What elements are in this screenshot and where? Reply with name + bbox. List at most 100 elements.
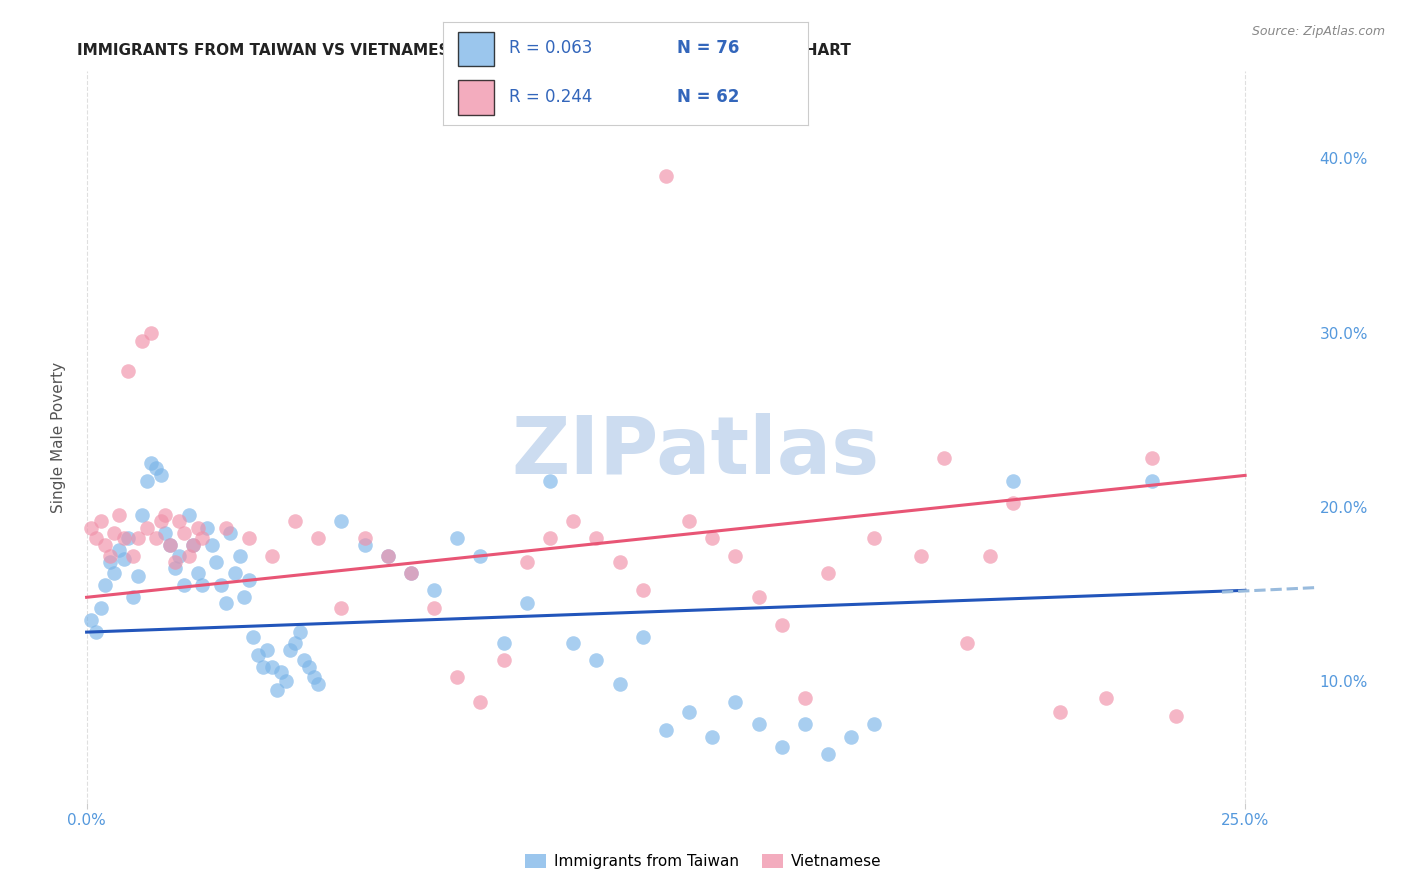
Text: ZIPatlas: ZIPatlas: [512, 413, 880, 491]
Point: [609, 556, 631, 570]
Point: [228, 549, 250, 563]
Point: [470, 695, 492, 709]
Point: [280, 642, 302, 657]
Point: [181, 538, 204, 552]
Point: [89, 514, 111, 528]
Y-axis label: Single Male Poverty: Single Male Poverty: [51, 361, 66, 513]
Point: [423, 600, 446, 615]
Point: [252, 660, 274, 674]
Point: [187, 566, 209, 580]
Point: [247, 648, 270, 662]
Point: [678, 514, 700, 528]
Point: [80, 613, 103, 627]
Point: [98, 556, 121, 570]
Point: [817, 747, 839, 761]
Point: [94, 578, 117, 592]
Point: [470, 549, 492, 563]
Point: [302, 670, 325, 684]
Point: [117, 364, 139, 378]
Point: [793, 691, 815, 706]
FancyBboxPatch shape: [457, 79, 494, 114]
Point: [155, 525, 177, 540]
Point: [793, 717, 815, 731]
Point: [131, 334, 153, 349]
Point: [201, 538, 224, 552]
Text: R = 0.063: R = 0.063: [509, 39, 592, 57]
Point: [702, 730, 724, 744]
Point: [817, 566, 839, 580]
Point: [353, 531, 375, 545]
Point: [224, 566, 246, 580]
Point: [131, 508, 153, 523]
Point: [747, 591, 769, 605]
Text: Source: ZipAtlas.com: Source: ZipAtlas.com: [1251, 25, 1385, 38]
Point: [108, 508, 131, 523]
Point: [284, 635, 307, 649]
Point: [159, 538, 181, 552]
Point: [330, 514, 353, 528]
Point: [910, 549, 932, 563]
Point: [177, 508, 200, 523]
Point: [1049, 705, 1071, 719]
Point: [98, 549, 121, 563]
Point: [84, 531, 107, 545]
Point: [678, 705, 700, 719]
Point: [266, 682, 288, 697]
Point: [149, 468, 172, 483]
Point: [298, 660, 321, 674]
Point: [117, 531, 139, 545]
FancyBboxPatch shape: [457, 31, 494, 66]
Point: [233, 591, 256, 605]
Point: [214, 521, 236, 535]
Point: [1142, 474, 1164, 488]
Point: [1164, 708, 1187, 723]
Point: [538, 474, 561, 488]
Point: [770, 618, 793, 632]
Point: [839, 730, 862, 744]
Point: [209, 578, 232, 592]
Point: [191, 531, 214, 545]
Point: [1095, 691, 1118, 706]
Point: [191, 578, 214, 592]
Point: [173, 525, 195, 540]
Point: [108, 543, 131, 558]
Point: [163, 556, 186, 570]
Point: [516, 556, 538, 570]
Point: [159, 538, 181, 552]
Point: [1002, 496, 1025, 510]
Point: [292, 653, 315, 667]
Point: [538, 531, 561, 545]
Point: [260, 660, 283, 674]
Point: [270, 665, 292, 680]
Point: [655, 723, 678, 737]
Point: [307, 677, 329, 691]
Point: [1002, 474, 1025, 488]
Point: [260, 549, 283, 563]
Point: [84, 625, 107, 640]
Point: [423, 583, 446, 598]
Point: [122, 591, 145, 605]
Text: N = 62: N = 62: [676, 87, 740, 105]
Point: [163, 560, 186, 574]
Text: N = 76: N = 76: [676, 39, 740, 57]
Point: [585, 653, 607, 667]
Point: [181, 538, 204, 552]
Point: [135, 521, 157, 535]
Point: [103, 566, 125, 580]
Point: [863, 531, 886, 545]
Point: [585, 531, 607, 545]
Point: [956, 635, 979, 649]
Point: [655, 169, 678, 183]
Point: [562, 514, 585, 528]
Point: [631, 631, 654, 645]
Point: [169, 514, 191, 528]
Point: [724, 549, 747, 563]
Point: [377, 549, 399, 563]
Point: [195, 521, 218, 535]
Point: [979, 549, 1001, 563]
Point: [112, 531, 135, 545]
Point: [562, 635, 585, 649]
Point: [242, 631, 264, 645]
Point: [141, 456, 163, 470]
Point: [169, 549, 191, 563]
